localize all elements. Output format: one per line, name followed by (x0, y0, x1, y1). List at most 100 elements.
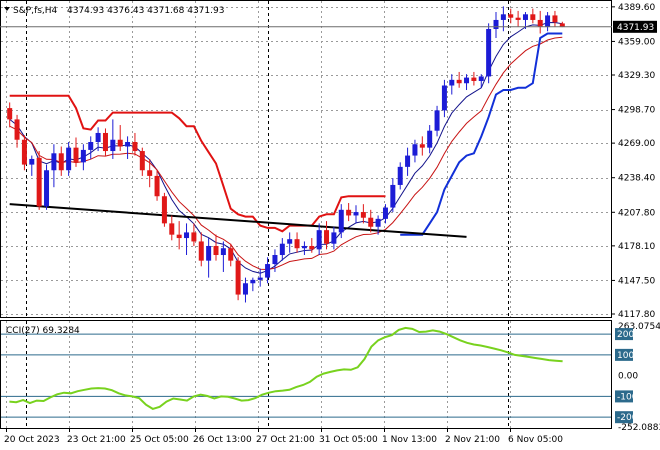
candle[interactable] (117, 139, 123, 147)
candle[interactable] (213, 245, 219, 256)
candle[interactable] (184, 232, 190, 239)
cci-level-label: 100 (617, 351, 634, 361)
cci-tick-label: 263.0754 (618, 322, 660, 332)
candle[interactable] (191, 232, 197, 242)
candle[interactable] (537, 19, 543, 27)
candle[interactable] (324, 230, 330, 244)
candle[interactable] (552, 15, 558, 23)
candle[interactable] (427, 130, 433, 148)
candle[interactable] (375, 218, 381, 227)
candle[interactable] (368, 217, 374, 227)
candles[interactable] (7, 6, 565, 303)
candle[interactable] (176, 234, 182, 239)
candle[interactable] (316, 230, 322, 250)
candle[interactable] (66, 147, 72, 171)
candle[interactable] (44, 170, 50, 207)
support-step-line (400, 32, 563, 236)
candle[interactable] (390, 184, 396, 208)
candle[interactable] (51, 153, 57, 171)
ma-slow-line (9, 36, 563, 271)
candle[interactable] (382, 207, 388, 219)
candle[interactable] (257, 277, 263, 280)
cci-tick-label: 0.00 (618, 372, 638, 382)
candle[interactable] (493, 19, 499, 29)
candle[interactable] (287, 239, 293, 244)
price-tick-label: 4147.50 (618, 276, 655, 286)
candle[interactable] (449, 79, 455, 86)
candle[interactable] (161, 196, 167, 224)
candle[interactable] (265, 264, 271, 278)
candle[interactable] (515, 17, 521, 20)
candle[interactable] (154, 175, 160, 197)
candle[interactable] (73, 147, 79, 163)
candle[interactable] (309, 245, 315, 250)
candle[interactable] (7, 108, 13, 120)
cci-level-badge (615, 390, 633, 403)
chart-menu-triangle-icon[interactable] (4, 7, 10, 11)
price-tick-label: 4329.30 (618, 71, 655, 81)
candle[interactable] (21, 139, 27, 165)
candle[interactable] (147, 170, 153, 176)
candle[interactable] (102, 132, 108, 152)
candle[interactable] (441, 85, 447, 111)
candle[interactable] (522, 14, 528, 20)
candle[interactable] (29, 158, 35, 165)
candle[interactable] (279, 243, 285, 256)
cci-level-label: -200 (617, 413, 638, 423)
candle[interactable] (346, 209, 352, 216)
grid (1, 1, 611, 428)
candle[interactable] (139, 151, 145, 171)
candle[interactable] (471, 77, 477, 81)
candle[interactable] (456, 79, 462, 84)
candle[interactable] (338, 209, 344, 233)
candle[interactable] (58, 153, 64, 171)
candle[interactable] (530, 14, 536, 20)
candle[interactable] (353, 212, 359, 216)
candle[interactable] (125, 142, 131, 147)
cci-level-label: -100 (617, 392, 638, 402)
cci-tick-label: -252.0883 (618, 423, 660, 433)
time-tick-label: 23 Oct 21:00 (67, 435, 126, 445)
candle[interactable] (464, 77, 470, 84)
candle[interactable] (132, 142, 138, 152)
time-tick-label: 27 Oct 21:00 (256, 435, 315, 445)
candle[interactable] (294, 239, 300, 249)
symbol-timeframe: S&P,fs,H4 (13, 6, 58, 16)
candle[interactable] (405, 155, 411, 167)
price-tick-label: 4359.00 (618, 37, 655, 47)
candle[interactable] (272, 255, 278, 265)
time-tick-label: 31 Oct 05:00 (319, 435, 378, 445)
candle[interactable] (500, 14, 506, 20)
candle[interactable] (220, 248, 226, 256)
candle[interactable] (545, 15, 551, 27)
candle[interactable] (508, 14, 514, 18)
candle[interactable] (228, 248, 234, 261)
candle[interactable] (95, 132, 101, 143)
candle[interactable] (80, 149, 86, 163)
candle[interactable] (301, 245, 307, 249)
candle[interactable] (397, 166, 403, 185)
candle[interactable] (110, 139, 116, 152)
candle[interactable] (242, 283, 248, 295)
candle[interactable] (235, 260, 241, 295)
candle[interactable] (14, 119, 20, 140)
candle[interactable] (88, 142, 94, 150)
candle[interactable] (486, 28, 492, 77)
candle[interactable] (419, 144, 425, 148)
candle[interactable] (331, 232, 337, 244)
candle[interactable] (169, 223, 175, 235)
candle[interactable] (36, 157, 42, 207)
candle[interactable] (434, 110, 440, 131)
candle[interactable] (198, 241, 204, 261)
time-tick-label: 26 Oct 13:00 (193, 435, 252, 445)
candle[interactable] (206, 245, 212, 261)
candle[interactable] (360, 212, 366, 218)
candle[interactable] (478, 76, 484, 81)
time-axis: 20 Oct 2023 23 Oct 21:00 25 Oct 05:00 26 Oc… (4, 428, 563, 445)
candle[interactable] (250, 279, 256, 284)
candle[interactable] (559, 23, 565, 27)
time-tick-label: 2 Nov 21:00 (445, 435, 500, 445)
cci-level-badge (615, 348, 633, 361)
candle[interactable] (412, 144, 418, 156)
